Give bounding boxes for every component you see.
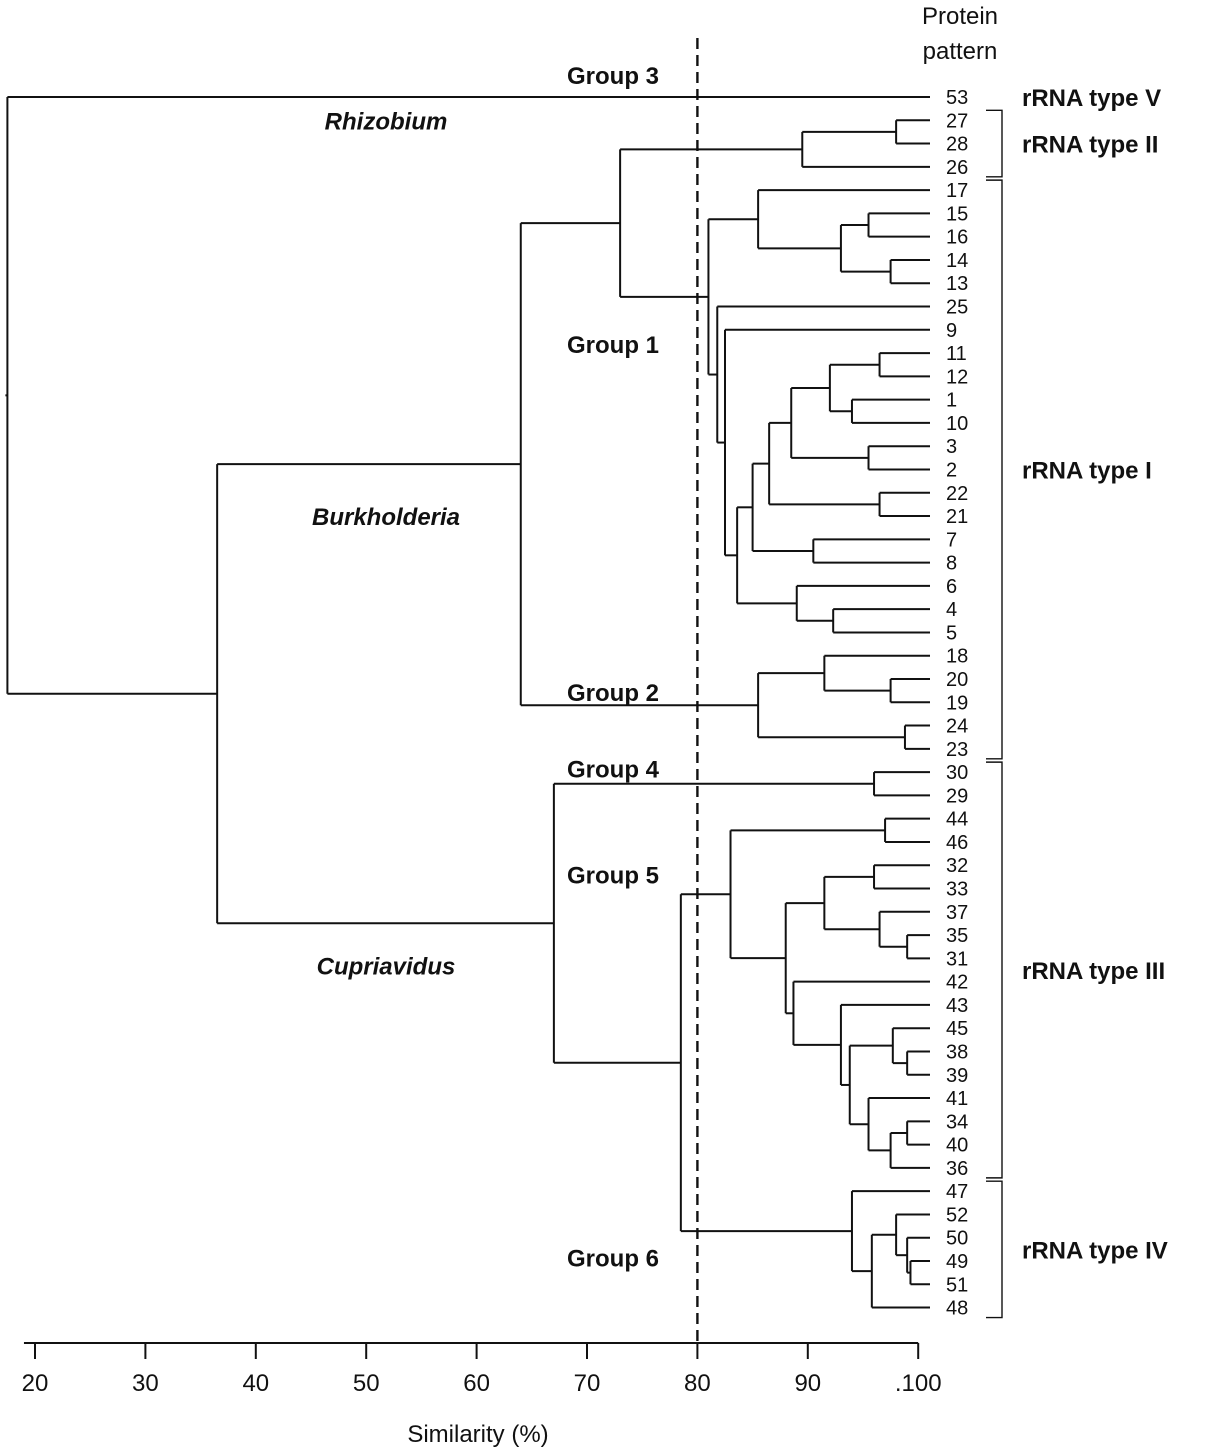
leaf-label: 22 bbox=[946, 483, 968, 505]
leaf-label: 39 bbox=[946, 1065, 968, 1087]
leaf-label: 2 bbox=[946, 459, 957, 481]
rrna-bracket bbox=[986, 1180, 1003, 1319]
group-label: Group 1 bbox=[567, 332, 659, 359]
group-label: Group 4 bbox=[567, 757, 660, 784]
leaf-label: 3 bbox=[946, 436, 957, 458]
leaf-label: 10 bbox=[946, 413, 968, 435]
leaf-label: 35 bbox=[946, 925, 968, 947]
leaf-label: 32 bbox=[946, 855, 968, 877]
group-label: Group 2 bbox=[567, 680, 659, 707]
leaf-label: 21 bbox=[946, 506, 968, 528]
x-tick-label: 70 bbox=[574, 1370, 601, 1397]
x-tick-label: 80 bbox=[684, 1370, 711, 1397]
leaf-label: 19 bbox=[946, 692, 968, 714]
leaf-label: 1 bbox=[946, 390, 957, 412]
leaf-label: 33 bbox=[946, 879, 968, 901]
rrna-type-label: rRNA type I bbox=[1022, 457, 1152, 484]
leaf-label: 7 bbox=[946, 529, 957, 551]
leaf-label: 30 bbox=[946, 762, 968, 784]
leaf-label: 47 bbox=[946, 1181, 968, 1203]
leaf-label: 11 bbox=[946, 343, 967, 365]
leaf-label: 51 bbox=[946, 1274, 968, 1296]
leaf-label: 40 bbox=[946, 1135, 968, 1157]
leaf-label: 23 bbox=[946, 739, 968, 761]
rrna-bracket bbox=[986, 761, 1003, 1179]
leaf-label: 38 bbox=[946, 1041, 968, 1063]
group-label: Group 3 bbox=[567, 63, 659, 90]
rrna-bracket bbox=[986, 179, 1003, 760]
leaf-label: 37 bbox=[946, 902, 968, 924]
genus-labels: Rhizobium Burkholderia Cupriavidus bbox=[312, 108, 460, 980]
tree-branches bbox=[5, 96, 930, 1309]
leaf-label: 29 bbox=[946, 785, 968, 807]
leaf-label: 8 bbox=[946, 553, 957, 575]
group-label: Group 5 bbox=[567, 863, 659, 890]
leaf-label: 50 bbox=[946, 1228, 968, 1250]
leaf-label: 26 bbox=[946, 157, 968, 179]
leaf-label: 16 bbox=[946, 227, 968, 249]
x-tick-label: 60 bbox=[463, 1370, 490, 1397]
leaf-label: 36 bbox=[946, 1158, 968, 1180]
header-line-2: pattern bbox=[923, 38, 998, 65]
protein-pattern-header: Protein pattern bbox=[922, 3, 998, 65]
leaf-label: 49 bbox=[946, 1251, 968, 1273]
rrna-type-label: rRNA type III bbox=[1022, 958, 1165, 985]
leaf-label: 6 bbox=[946, 576, 957, 598]
leaf-label: 5 bbox=[946, 622, 957, 644]
leaf-label: 52 bbox=[946, 1204, 968, 1226]
leaf-label: 31 bbox=[946, 948, 968, 970]
x-tick-label: 20 bbox=[22, 1370, 49, 1397]
header-line-1: Protein bbox=[922, 3, 998, 30]
leaf-label: 44 bbox=[946, 809, 968, 831]
leaf-label: 42 bbox=[946, 972, 968, 994]
leaf-label: 28 bbox=[946, 134, 968, 156]
leaf-label: 25 bbox=[946, 297, 968, 319]
leaf-label: 53 bbox=[946, 87, 968, 109]
leaf-label: 34 bbox=[946, 1111, 968, 1133]
x-tick-label: 50 bbox=[353, 1370, 380, 1397]
leaf-label: 45 bbox=[946, 1018, 968, 1040]
leaf-label: 12 bbox=[946, 366, 968, 388]
leaf-label: 18 bbox=[946, 646, 968, 668]
genus-label: Rhizobium bbox=[325, 108, 448, 135]
group-label: Group 6 bbox=[567, 1246, 659, 1273]
leaf-label: 24 bbox=[946, 716, 968, 738]
x-tick-label: .100 bbox=[895, 1370, 942, 1397]
leaf-label: 14 bbox=[946, 250, 968, 272]
leaf-label: 43 bbox=[946, 995, 968, 1017]
rrna-bracket bbox=[986, 109, 1003, 178]
leaf-label: 15 bbox=[946, 203, 968, 225]
leaf-label: 27 bbox=[946, 110, 968, 132]
rrna-type-annotations: rRNA type V rRNA type II rRNA type I rRNA t… bbox=[986, 85, 1168, 1319]
x-axis-label: Similarity (%) bbox=[407, 1421, 548, 1448]
leaf-label: 46 bbox=[946, 832, 968, 854]
x-axis: Similarity (%) 20 30 40 50 60 70 80 90 .100 bbox=[22, 1342, 942, 1448]
leaf-label: 20 bbox=[946, 669, 968, 691]
x-tick-label: 90 bbox=[794, 1370, 821, 1397]
leaf-label: 4 bbox=[946, 599, 957, 621]
rrna-type-label: rRNA type II bbox=[1022, 132, 1158, 159]
rrna-type-label: rRNA type V bbox=[1022, 85, 1161, 112]
leaf-label: 9 bbox=[946, 320, 957, 342]
genus-label: Cupriavidus bbox=[317, 953, 456, 980]
genus-label: Burkholderia bbox=[312, 504, 460, 531]
leaf-label: 13 bbox=[946, 273, 968, 295]
x-tick-label: 40 bbox=[242, 1370, 269, 1397]
leaf-label: 48 bbox=[946, 1298, 968, 1320]
rrna-type-label: rRNA type IV bbox=[1022, 1237, 1168, 1264]
group-labels: Group 3 Group 1 Group 2 Group 4 Group 5 Group… bbox=[567, 63, 660, 1273]
leaf-label: 17 bbox=[946, 180, 968, 202]
leaf-label: 41 bbox=[946, 1088, 968, 1110]
x-tick-label: 30 bbox=[132, 1370, 159, 1397]
leaf-labels: 5327282617151614132591112110322221786451… bbox=[946, 87, 968, 1320]
